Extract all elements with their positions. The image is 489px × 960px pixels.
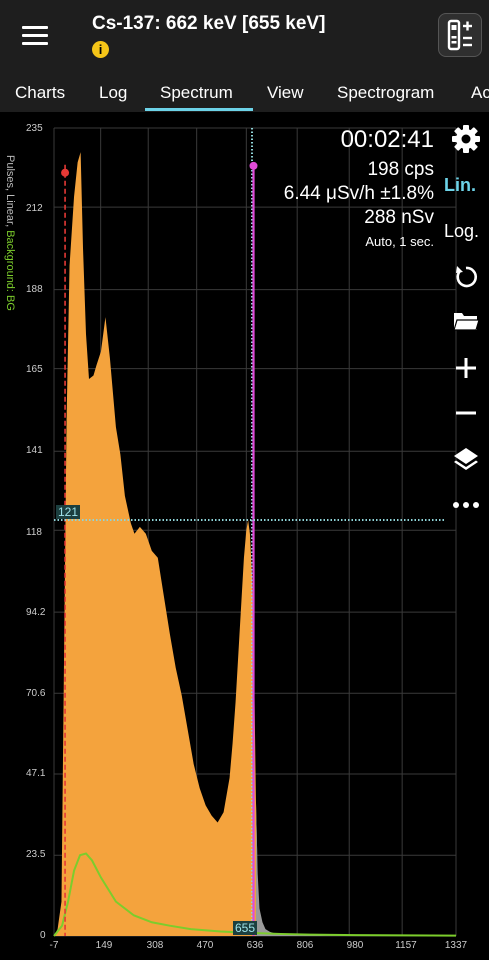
y-tick-label: 188 <box>26 284 43 295</box>
reset-icon <box>456 266 478 288</box>
menu-icon[interactable] <box>22 24 50 48</box>
x-tick-label: -7 <box>49 940 59 951</box>
layers-button[interactable] <box>448 445 484 478</box>
y-tick-label: 212 <box>26 203 43 214</box>
tab-view[interactable]: View <box>267 83 304 102</box>
y-tick-label: 118 <box>26 527 42 538</box>
magenta-cursor-marker[interactable] <box>249 161 258 170</box>
x-tick-label: 806 <box>296 940 314 951</box>
more-icon <box>453 502 479 508</box>
x-tick-label: 980 <box>346 940 364 951</box>
tab-spectrogram[interactable]: Spectrogram <box>337 83 435 102</box>
settings-button[interactable] <box>448 122 484 161</box>
open-file-button[interactable] <box>448 309 484 338</box>
folder-icon <box>453 313 480 331</box>
reset-button[interactable] <box>448 263 484 296</box>
layers-icon <box>454 448 478 470</box>
log-scale-button[interactable]: Log. <box>444 221 480 241</box>
accumulated-dose: 288 nSv <box>364 207 434 228</box>
tab-charts[interactable]: Charts <box>15 83 66 102</box>
active-tab-indicator <box>145 108 253 111</box>
tools-button[interactable] <box>438 13 482 57</box>
dose-rate: 6.44 μSv/h ±1.8% <box>283 183 434 204</box>
y-tick-label: 165 <box>26 364 43 375</box>
y-tick-label: 70.6 <box>26 688 46 699</box>
zoom-out-button[interactable] <box>448 400 484 431</box>
y-tick-label: 94.2 <box>26 607 46 618</box>
x-tick-label: 149 <box>95 940 113 951</box>
red-cursor-marker[interactable] <box>61 168 70 177</box>
app-header: Cs-137: 662 keV [655 keV] i <box>0 0 489 72</box>
background-line <box>53 852 457 937</box>
y-tick-label: 0 <box>40 930 46 941</box>
measurement-mode: Auto, 1 sec. <box>365 234 434 249</box>
y-tick-label: 235 <box>26 123 43 134</box>
spectrum-tail <box>255 798 456 936</box>
x-tick-label: 308 <box>146 940 164 951</box>
count-cursor-label: 121 <box>56 505 81 519</box>
x-tick-label: 636 <box>246 940 264 951</box>
elapsed-time: 00:02:41 <box>340 126 434 153</box>
y-tick-label: 23.5 <box>26 849 46 860</box>
spectrum-area <box>54 152 258 936</box>
tab-spectrum[interactable]: Spectrum <box>160 83 233 102</box>
page-title: Cs-137: 662 keV [655 keV] <box>92 13 326 34</box>
tab-bar: Charts Log Spectrum View Spectrogram Ac <box>0 72 489 112</box>
zoom-in-button[interactable] <box>448 355 484 386</box>
gear-icon <box>452 125 480 153</box>
energy-cursor-label: 655 <box>233 921 258 935</box>
x-tick-label: 1157 <box>395 940 417 951</box>
x-tick-label: 470 <box>196 940 214 951</box>
tools-icon <box>447 19 472 51</box>
info-icon[interactable]: i <box>92 41 109 58</box>
more-options-button[interactable] <box>448 495 484 520</box>
y-tick-label: 47.1 <box>26 768 46 779</box>
linear-scale-button[interactable]: Lin. <box>444 175 476 195</box>
y-tick-label: 141 <box>26 445 43 456</box>
x-tick-label: 1337 <box>444 940 468 951</box>
tab-more[interactable]: Ac <box>471 83 489 102</box>
count-rate: 198 cps <box>367 159 434 180</box>
zoom-in-icon <box>456 358 476 378</box>
zoom-out-icon <box>456 411 476 415</box>
tab-log[interactable]: Log <box>99 83 128 102</box>
